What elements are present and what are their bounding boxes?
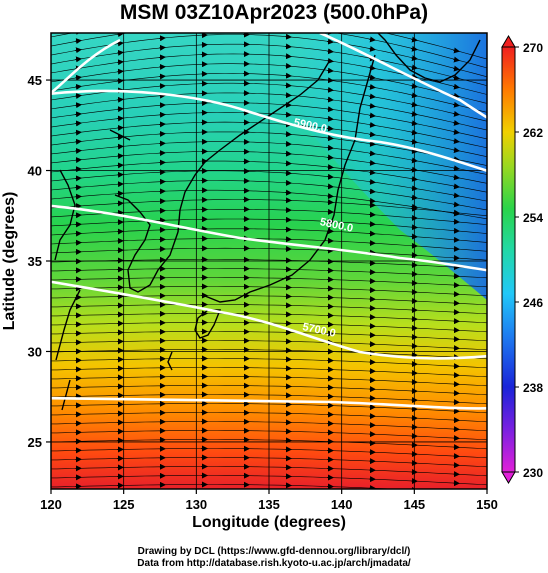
colorbar-label: 262 (523, 126, 543, 140)
flow-arrow (326, 106, 334, 113)
flow-arrow (326, 38, 334, 45)
y-tick-label: 35 (28, 254, 42, 269)
flow-arrow (74, 83, 82, 90)
colorbar-bottom-arrow (501, 471, 516, 484)
flow-arrow (368, 93, 376, 100)
flow-arrow (368, 159, 376, 166)
flow-arrow (117, 24, 123, 25)
flow-arrow (452, 165, 460, 172)
credit-data: Data from http://database.rish.kyoto-u.a… (137, 558, 411, 569)
cold-region (290, 33, 487, 300)
flow-arrow (452, 101, 460, 108)
streamline (51, 33, 487, 69)
flow-arrow (116, 68, 124, 75)
height-contour (51, 396, 487, 410)
flow-arrow (368, 74, 376, 81)
y-tick-label: 25 (28, 435, 42, 450)
flow-arrow (368, 169, 376, 176)
flow-arrow (368, 102, 376, 109)
flow-arrow (326, 86, 334, 93)
height-contour (51, 38, 121, 95)
flow-arrow (452, 192, 460, 199)
flow-arrow (452, 74, 460, 81)
flow-arrow (452, 110, 460, 117)
flow-arrow (116, 49, 124, 56)
flow-arrow (368, 178, 376, 185)
flow-arrow (368, 45, 376, 52)
flow-arrow (452, 92, 460, 99)
colorbar-label: 270 (523, 41, 543, 55)
flow-arrow (74, 38, 82, 45)
flow-arrow (452, 138, 460, 145)
height-contour (319, 33, 487, 120)
flow-arrow (452, 56, 460, 63)
flow-arrow (74, 102, 82, 109)
flow-arrow (452, 83, 460, 90)
y-tick-label: 45 (28, 73, 42, 88)
flow-arrow (369, 30, 375, 31)
flow-arrow (452, 65, 460, 72)
flow-arrow (368, 140, 376, 147)
x-tick-label: 135 (258, 497, 280, 512)
flow-arrow (452, 119, 460, 126)
flow-arrow (368, 197, 376, 204)
flow-arrow (75, 33, 82, 35)
flow-arrow (326, 48, 334, 55)
colorbar-scale (501, 46, 516, 473)
flow-arrow (452, 201, 460, 208)
x-tick-label: 140 (331, 497, 353, 512)
flow-arrow (74, 47, 82, 54)
flow-arrow (368, 36, 376, 43)
colorbar-label: 246 (523, 296, 543, 310)
x-tick-label: 120 (40, 497, 62, 512)
colorbar-label: 238 (523, 381, 543, 395)
y-tick-label: 30 (28, 344, 42, 359)
coastlines (54, 33, 481, 411)
flow-arrow (368, 83, 376, 90)
flow-arrow (368, 121, 376, 128)
flow-arrow (326, 67, 334, 74)
flow-arrow (368, 131, 376, 138)
flow-arrow (74, 120, 82, 127)
flow-arrow (74, 56, 82, 63)
flow-arrow (452, 174, 460, 181)
y-tick-label: 40 (28, 164, 42, 179)
flow-arrow (452, 129, 460, 135)
x-tick-label: 150 (476, 497, 498, 512)
flow-arrow (116, 40, 124, 47)
height-contour (51, 204, 487, 272)
x-tick-label: 130 (185, 497, 207, 512)
grid-lines (51, 33, 487, 489)
colorbar: 270 262 254 246 238 230 (501, 35, 543, 484)
flow-arrow (368, 112, 376, 119)
flow-arrow (74, 74, 82, 81)
x-tick-label: 125 (113, 497, 135, 512)
flow-arrow (368, 188, 376, 195)
flow-arrow (74, 93, 82, 99)
credit-drawing: Drawing by DCL (https://www.gfd-dennou.o… (137, 546, 411, 557)
colorbar-label: 230 (523, 466, 543, 480)
flow-arrow (326, 96, 334, 103)
flow-arrow (452, 183, 460, 190)
flow-arrow (368, 150, 376, 157)
colorbar-top-arrow (501, 35, 516, 48)
height-contour (51, 89, 487, 173)
height-contour (51, 280, 487, 360)
streamline (51, 33, 487, 60)
flow-arrow (452, 47, 460, 54)
x-tick-label: 145 (403, 497, 425, 512)
flow-arrow (74, 111, 82, 118)
flow-arrow (452, 147, 460, 154)
chart-title: MSM 03Z10Apr2023 (500.0hPa) (119, 1, 429, 24)
flow-arrow (116, 59, 124, 66)
y-axis-label: Latitude (degrees) (1, 192, 18, 331)
x-axis-label: Longitude (degrees) (192, 514, 346, 531)
colorbar-label: 254 (523, 211, 543, 225)
flow-arrow (327, 22, 333, 23)
